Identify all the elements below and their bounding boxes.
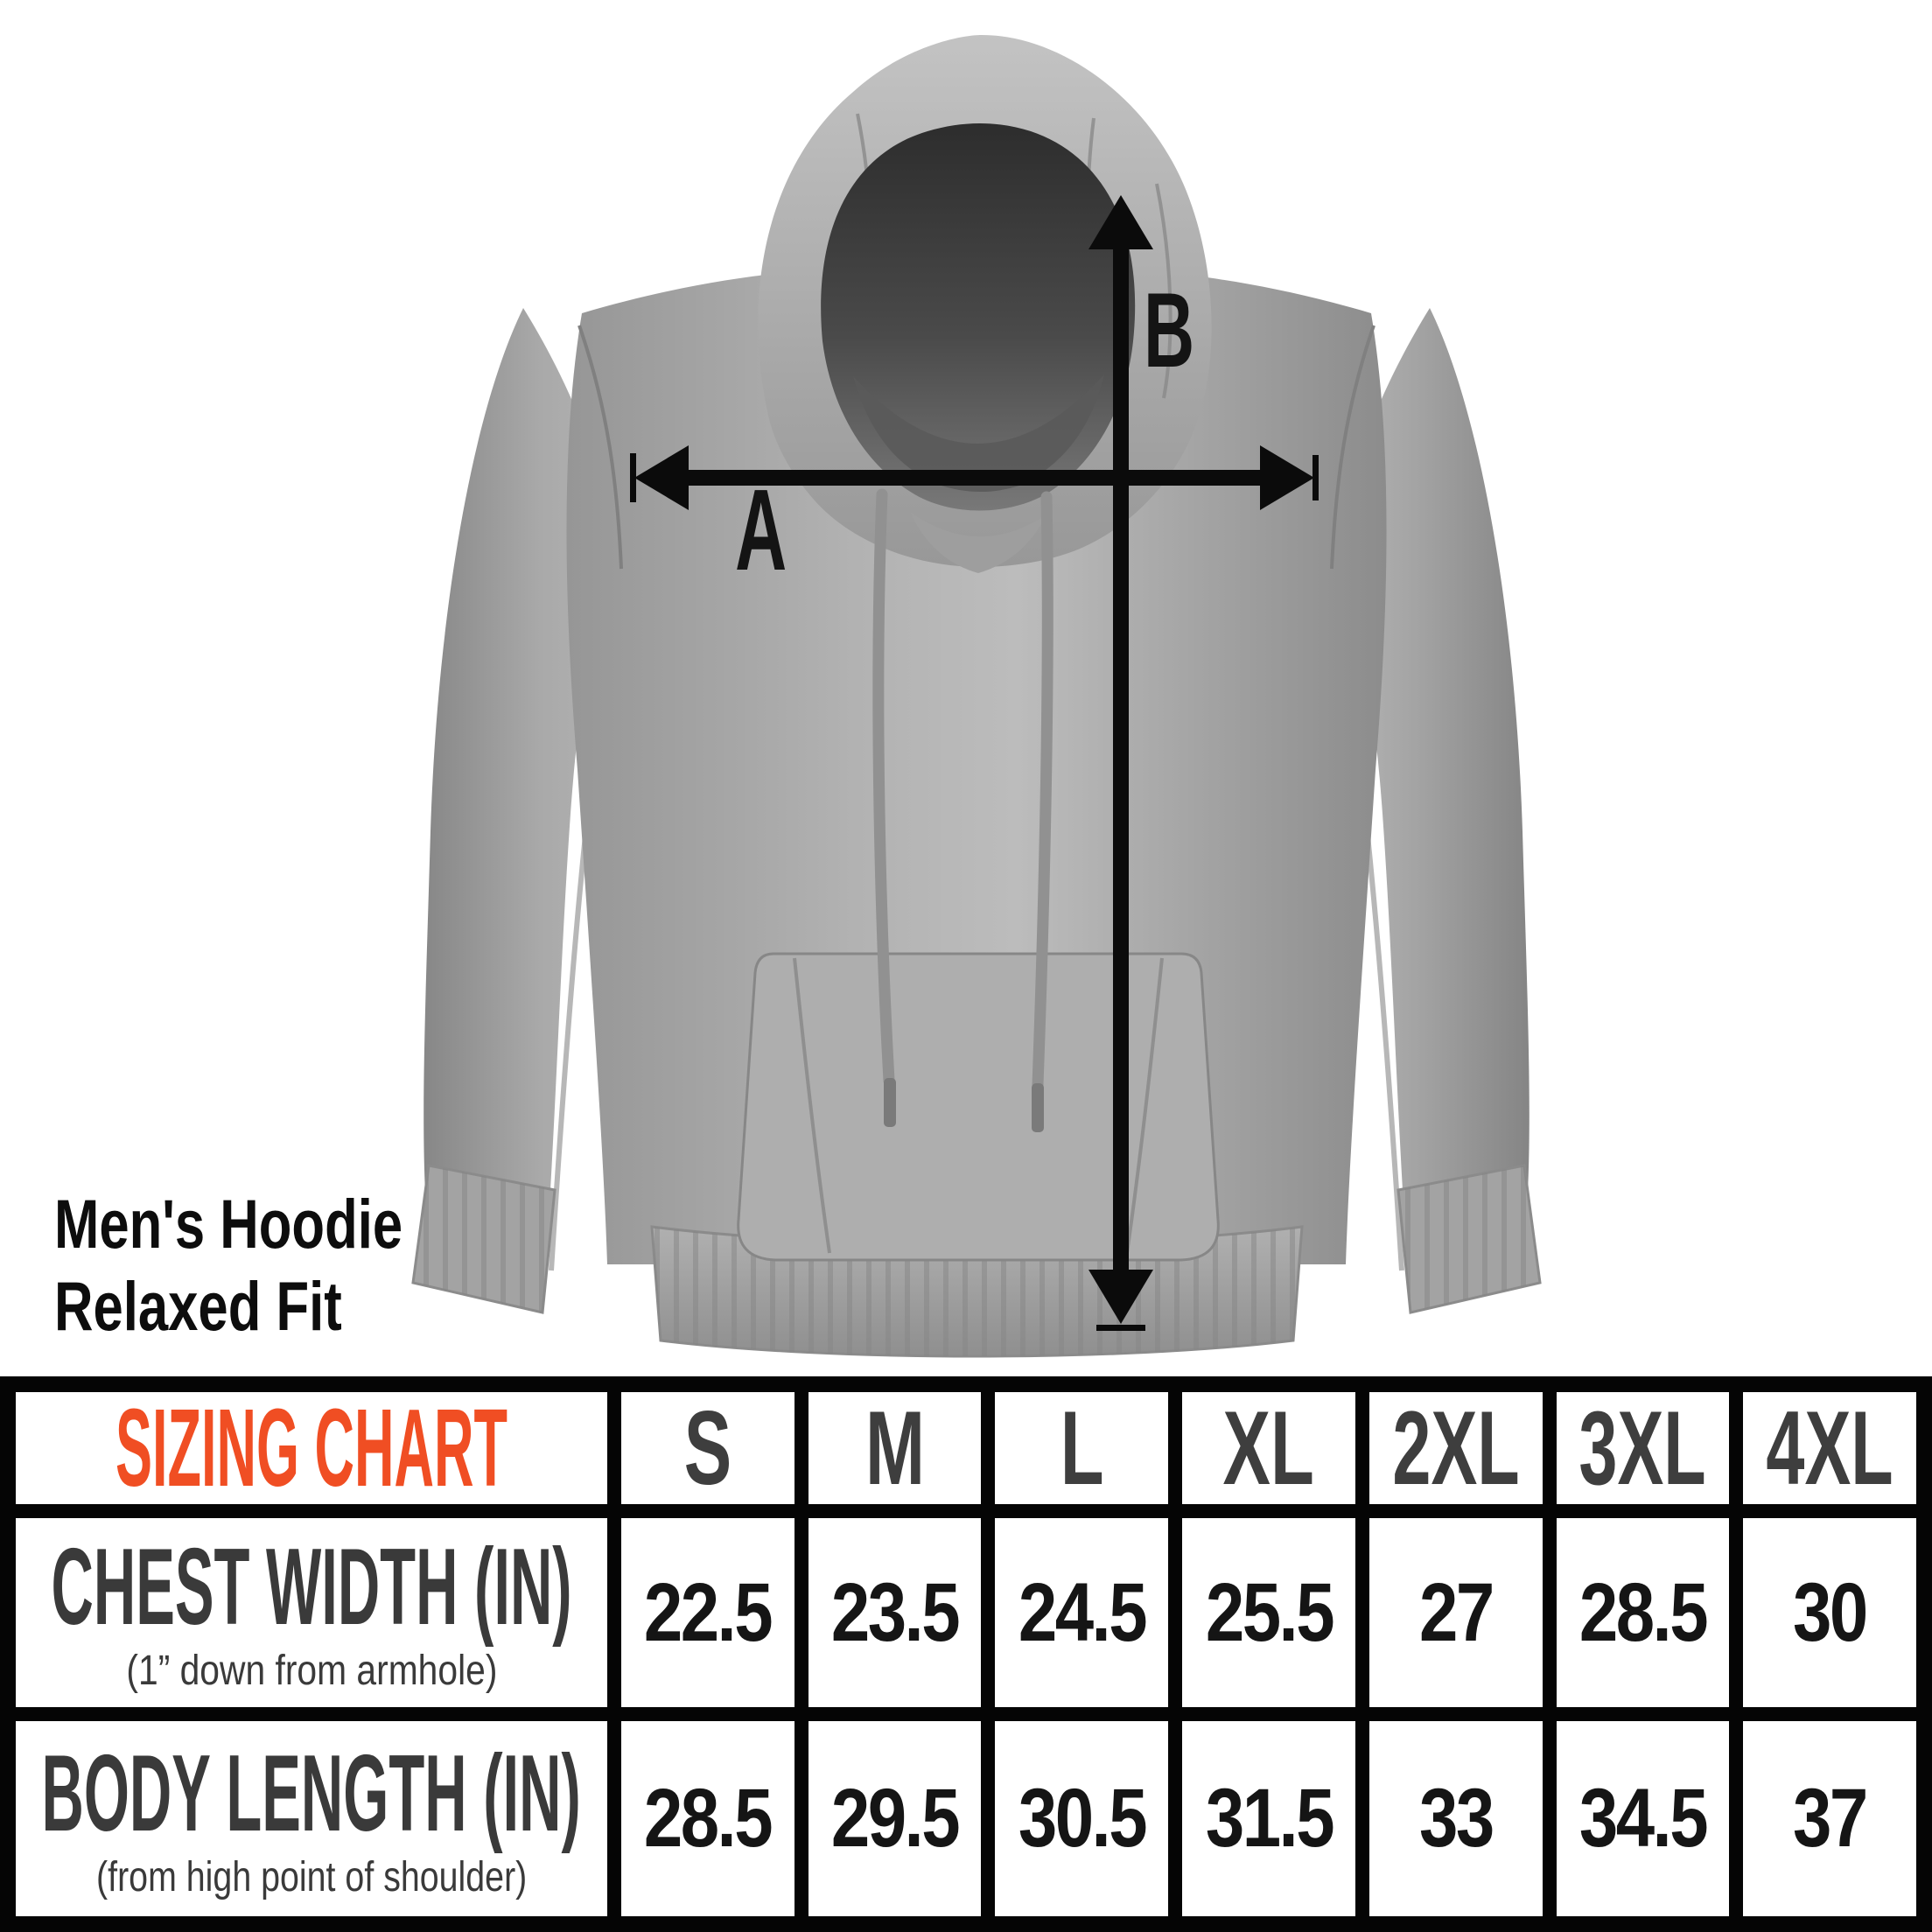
chest-width-value-s: 22.5 xyxy=(621,1518,794,1707)
body-length-sublabel: (from high point of shoulder) xyxy=(95,1853,528,1900)
chest-width-value-2xl: 27 xyxy=(1368,1518,1543,1707)
size-header-s: S xyxy=(621,1392,794,1504)
product-title: Men's Hoodie Relaxed Fit xyxy=(54,1183,500,1348)
body-length-value-xl: 31.5 xyxy=(1182,1721,1355,1916)
size-header-l: L xyxy=(995,1392,1169,1504)
chest-arrow-left-tick xyxy=(630,453,636,502)
chest-width-sublabel: (1” down from armhole) xyxy=(125,1648,497,1694)
body-length-value-m: 29.5 xyxy=(808,1721,982,1916)
body-length-arrow xyxy=(1088,195,1153,1331)
armhole-seams xyxy=(578,325,1376,570)
chest-width-value-l: 24.5 xyxy=(995,1518,1169,1707)
product-title-line1: Men's Hoodie xyxy=(54,1185,403,1263)
body-length-value-2xl: 33 xyxy=(1368,1721,1543,1916)
hood-opening xyxy=(821,123,1136,511)
body-length-label-cell: BODY LENGTH (IN) (from high point of sho… xyxy=(16,1721,607,1916)
chest-width-label: CHEST WIDTH (IN) xyxy=(51,1527,572,1648)
chest-width-value-3xl: 28.5 xyxy=(1556,1518,1730,1707)
right-aglet xyxy=(1032,1083,1044,1132)
chest-width-value-m: 23.5 xyxy=(808,1518,982,1707)
body-length-label: BODY LENGTH (IN) xyxy=(41,1732,582,1854)
body-length-arrow-label: B xyxy=(1143,270,1195,389)
sizing-chart-title-cell: SIZING CHART xyxy=(16,1392,607,1504)
chest-arrow-right-tick xyxy=(1312,455,1319,500)
chest-width-label-cell: CHEST WIDTH (IN) (1” down from armhole) xyxy=(16,1518,607,1707)
size-header-m: M xyxy=(808,1392,982,1504)
drawstrings xyxy=(872,488,1054,1132)
size-header-4xl: 4XL xyxy=(1743,1392,1916,1504)
left-cuff xyxy=(411,1164,556,1314)
size-header-3xl: 3XL xyxy=(1556,1392,1730,1504)
left-aglet xyxy=(884,1078,896,1127)
hood xyxy=(758,35,1212,573)
chest-width-value-4xl: 30 xyxy=(1743,1518,1916,1707)
size-header-2xl: 2XL xyxy=(1368,1392,1543,1504)
sizing-table: SIZING CHART S M L XL 2XL 3XL 4XL CHEST … xyxy=(0,1376,1932,1932)
size-header-xl: XL xyxy=(1182,1392,1355,1504)
body-length-value-4xl: 37 xyxy=(1743,1721,1916,1916)
right-cuff xyxy=(1396,1164,1542,1314)
kangaroo-pocket xyxy=(737,952,1220,1262)
length-arrow-bottom-tick xyxy=(1096,1325,1145,1331)
product-title-line2: Relaxed Fit xyxy=(54,1267,342,1345)
body-length-value-l: 30.5 xyxy=(995,1721,1169,1916)
chest-width-value-xl: 25.5 xyxy=(1182,1518,1355,1707)
body-length-value-s: 28.5 xyxy=(621,1721,794,1916)
hoodie-illustration xyxy=(411,35,1542,1358)
chest-width-arrow-label: A xyxy=(735,466,788,594)
body-length-value-3xl: 34.5 xyxy=(1556,1721,1730,1916)
hood-inner-mask xyxy=(853,374,1104,493)
sizing-chart-title: SIZING CHART xyxy=(116,1392,508,1504)
hood-front-gather xyxy=(910,512,1046,573)
